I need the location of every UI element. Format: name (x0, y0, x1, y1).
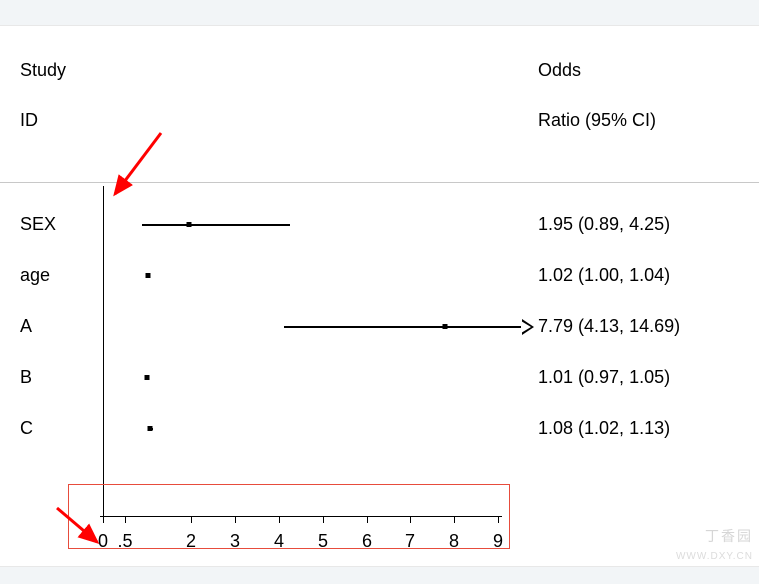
row-label: B (20, 367, 32, 388)
row-value: 7.79 (4.13, 14.69) (538, 316, 680, 337)
ci-arrow-right-icon (522, 319, 534, 335)
header-divider (0, 182, 759, 183)
forest-row: C 1.08 (1.02, 1.13) (0, 418, 759, 442)
forest-row: B 1.01 (0.97, 1.05) (0, 367, 759, 391)
point-estimate (186, 222, 191, 227)
row-value: 1.01 (0.97, 1.05) (538, 367, 670, 388)
annotation-arrow-icon (115, 133, 161, 194)
forest-row: SEX 1.95 (0.89, 4.25) (0, 214, 759, 238)
annotation-red-box (68, 484, 510, 549)
forest-row: A 7.79 (4.13, 14.69) (0, 316, 759, 340)
header-study-label: Study (20, 60, 66, 81)
header-id-label: ID (20, 110, 38, 131)
row-value: 1.08 (1.02, 1.13) (538, 418, 670, 439)
window-top-bar (0, 0, 759, 26)
point-estimate (145, 273, 150, 278)
row-value: 1.95 (0.89, 4.25) (538, 214, 670, 235)
point-estimate (148, 426, 153, 431)
point-estimate (442, 324, 447, 329)
row-label: C (20, 418, 33, 439)
row-label: A (20, 316, 32, 337)
point-estimate (145, 375, 150, 380)
header-ratio-label: Ratio (95% CI) (538, 110, 656, 131)
row-label: SEX (20, 214, 56, 235)
watermark-url: WWW.DXY.CN (676, 551, 753, 562)
header-odds-label: Odds (538, 60, 581, 81)
ci-line (142, 224, 290, 226)
ci-line (284, 326, 522, 328)
forest-plot: Study Odds ID Ratio (95% CI) SEX 1.95 (0.… (0, 26, 759, 566)
row-value: 1.02 (1.00, 1.04) (538, 265, 670, 286)
row-label: age (20, 265, 50, 286)
forest-row: age 1.02 (1.00, 1.04) (0, 265, 759, 289)
watermark-text: 丁香园 (705, 526, 753, 546)
window-bottom-bar (0, 566, 759, 584)
